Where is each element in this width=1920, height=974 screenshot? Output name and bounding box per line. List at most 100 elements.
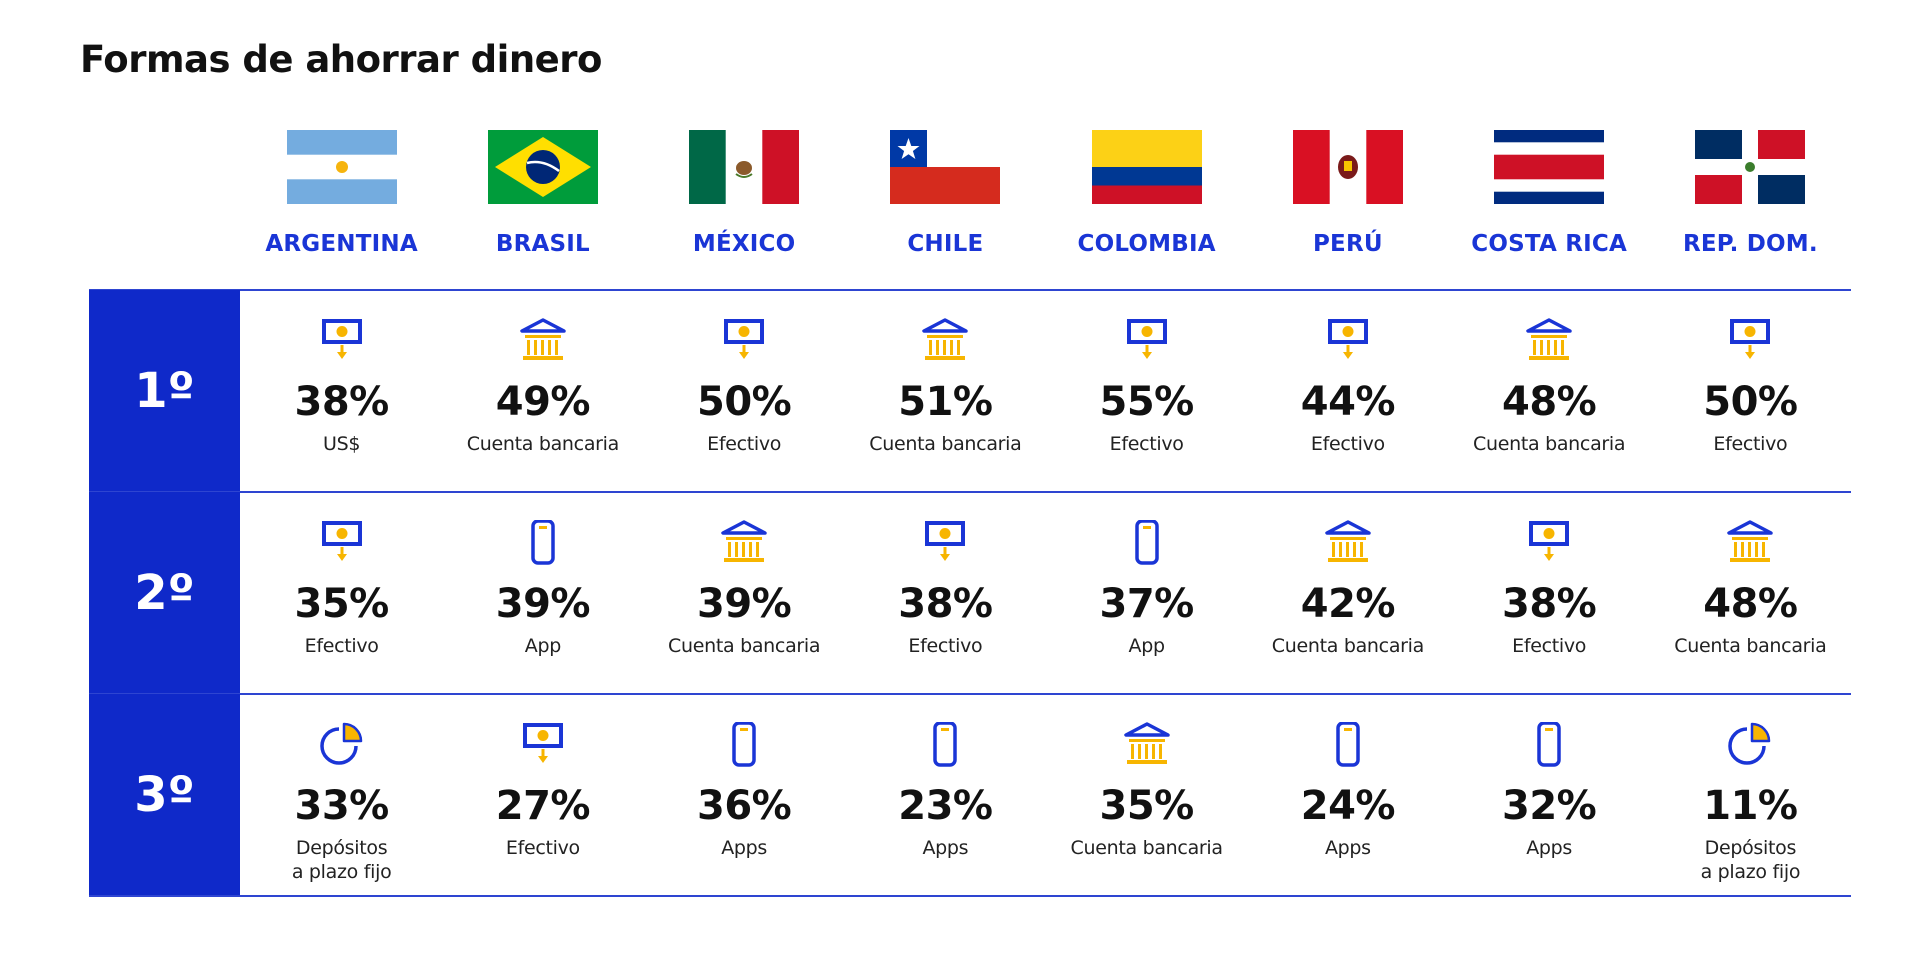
- data-cell: 35% Efectivo: [242, 492, 442, 692]
- row-divider: [89, 895, 1851, 897]
- method-label: Efectivo: [1310, 433, 1385, 455]
- method-label: Efectivo: [707, 433, 782, 455]
- percentage-value: 50%: [1703, 379, 1798, 425]
- data-cell: 48% Cuenta bancaria: [1449, 290, 1649, 490]
- data-cell: 37% App: [1047, 492, 1247, 692]
- percentage-value: 32%: [1502, 783, 1597, 829]
- argentina-flag: [286, 130, 397, 204]
- data-cell: 55% Efectivo: [1047, 290, 1247, 490]
- data-cell: 50% Efectivo: [1650, 290, 1850, 490]
- row-divider: [89, 693, 1851, 695]
- cash-icon: [315, 318, 369, 364]
- cash-icon: [315, 520, 369, 566]
- data-cell: 38% US$: [242, 290, 442, 490]
- method-label: Cuenta bancaria: [668, 635, 821, 657]
- cash-icon: [1120, 318, 1174, 364]
- data-cell: 50% Efectivo: [644, 290, 844, 490]
- method-label: Efectivo: [908, 635, 983, 657]
- method-label: Cuenta bancaria: [466, 433, 620, 455]
- data-cell: 36% Apps: [644, 694, 844, 894]
- percentage-value: 23%: [898, 783, 993, 829]
- row-divider: [89, 491, 1851, 493]
- method-label: Depósitos a plazo fijo: [1700, 837, 1801, 883]
- bank-icon: [516, 318, 570, 364]
- data-cell: 49% Cuenta bancaria: [443, 290, 643, 490]
- percentage-value: 49%: [495, 379, 591, 425]
- country-header: PERÚ: [1248, 130, 1448, 290]
- country-name: CHILE: [907, 231, 984, 257]
- country-header: REP. DOM.: [1650, 130, 1850, 290]
- country-name: BRASIL: [495, 231, 590, 257]
- bank-icon: [1120, 722, 1174, 768]
- method-label: Efectivo: [1713, 433, 1788, 455]
- cash-icon: [1723, 318, 1777, 364]
- brazil-flag: [487, 130, 598, 204]
- colombia-flag: [1091, 130, 1202, 204]
- bank-icon: [1723, 520, 1777, 566]
- costa-rica-flag: [1494, 130, 1605, 204]
- mexico-flag: [689, 130, 800, 204]
- country-name: COLOMBIA: [1077, 231, 1216, 257]
- chile-flag: [890, 130, 1001, 204]
- country-header: COSTA RICA: [1449, 130, 1649, 290]
- data-cell: 51% Cuenta bancaria: [845, 290, 1045, 490]
- bank-icon: [717, 520, 771, 566]
- percentage-value: 51%: [898, 379, 993, 425]
- percentage-value: 33%: [294, 783, 390, 829]
- country-header: MÉXICO: [644, 130, 844, 290]
- country-name: PERÚ: [1312, 231, 1383, 257]
- method-label: Efectivo: [1109, 433, 1184, 455]
- peru-flag: [1292, 130, 1403, 204]
- percentage-value: 38%: [1502, 581, 1597, 627]
- method-label: Efectivo: [304, 635, 379, 657]
- data-cell: 11% Depósitos a plazo fijo: [1650, 694, 1850, 894]
- country-header: BRASIL: [443, 130, 643, 290]
- method-label: US$: [323, 433, 361, 455]
- percentage-value: 36%: [697, 783, 792, 829]
- rank-label: 2º: [89, 492, 240, 693]
- method-label: Apps: [721, 837, 768, 859]
- method-label: App: [524, 635, 562, 657]
- method-label: App: [1128, 635, 1166, 657]
- method-label: Cuenta bancaria: [1070, 837, 1224, 859]
- phone-icon: [516, 519, 570, 566]
- row-divider: [89, 289, 1851, 291]
- cash-icon: [717, 318, 771, 364]
- data-cell: 38% Efectivo: [845, 492, 1045, 692]
- data-cell: 33% Depósitos a plazo fijo: [242, 694, 442, 894]
- data-cell: 23% Apps: [845, 694, 1045, 894]
- phone-icon: [918, 721, 972, 768]
- percentage-value: 48%: [1502, 379, 1597, 425]
- method-label: Apps: [1324, 837, 1371, 859]
- phone-icon: [1321, 721, 1375, 768]
- cash-icon: [1321, 318, 1375, 364]
- rank-label: 1º: [89, 290, 240, 491]
- percentage-value: 39%: [697, 581, 792, 627]
- method-label: Depósitos a plazo fijo: [291, 837, 392, 883]
- data-cell: 24% Apps: [1248, 694, 1448, 894]
- cash-icon: [516, 722, 570, 768]
- percentage-value: 37%: [1099, 581, 1195, 627]
- rank-label: 3º: [89, 694, 240, 895]
- percentage-value: 11%: [1703, 783, 1798, 829]
- cash-icon: [1522, 520, 1576, 566]
- method-label: Apps: [922, 837, 969, 859]
- percentage-value: 48%: [1703, 581, 1798, 627]
- savings-table: ARGENTINA BRASIL MÉXICO CHILE COLOMBIA P…: [89, 130, 1851, 930]
- country-header: ARGENTINA: [242, 130, 442, 290]
- percentage-value: 44%: [1300, 379, 1396, 425]
- bank-icon: [918, 318, 972, 364]
- cash-icon: [918, 520, 972, 566]
- method-label: Cuenta bancaria: [869, 433, 1022, 455]
- percentage-value: 35%: [1099, 783, 1195, 829]
- percentage-value: 38%: [294, 379, 390, 425]
- percentage-value: 39%: [495, 581, 591, 627]
- percentage-value: 38%: [898, 581, 993, 627]
- phone-icon: [1120, 519, 1174, 566]
- page-title: Formas de ahorrar dinero: [80, 38, 602, 81]
- country-name: MÉXICO: [692, 231, 796, 257]
- data-cell: 39% Cuenta bancaria: [644, 492, 844, 692]
- method-label: Efectivo: [1512, 635, 1587, 657]
- data-cell: 27% Efectivo: [443, 694, 643, 894]
- bank-icon: [1522, 318, 1576, 364]
